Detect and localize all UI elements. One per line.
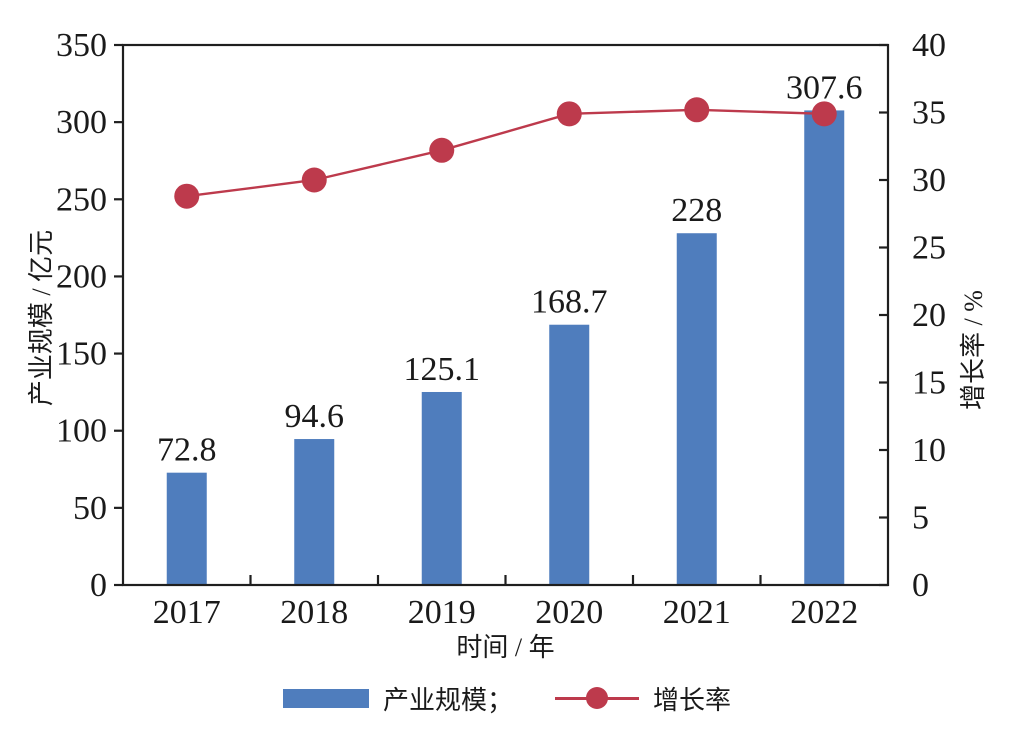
right-axis-tick-label: 15 — [912, 365, 946, 402]
legend-label-industry-scale: 产业规模； — [382, 685, 513, 715]
left-axis-tick-label: 350 — [56, 27, 107, 64]
right-axis-tick-label: 35 — [912, 95, 946, 132]
line-marker-dot-icon — [586, 687, 608, 709]
left-axis-tick-label: 100 — [56, 413, 107, 450]
right-axis-tick-label: 30 — [912, 162, 946, 199]
bar-value-label-2019: 125.1 — [404, 351, 481, 388]
right-axis-tick-label: 20 — [912, 297, 946, 334]
bar-2019 — [421, 391, 462, 585]
marker-2021 — [684, 97, 710, 123]
right-axis-tick-label: 40 — [912, 27, 946, 64]
marker-2018 — [301, 167, 327, 193]
left-axis-tick-label: 150 — [56, 336, 107, 373]
line-series-swatch — [555, 687, 639, 709]
right-axis-tick-label: 10 — [912, 432, 946, 469]
left-axis-tick-label: 200 — [56, 258, 107, 295]
right-axis-tick-label: 0 — [912, 567, 929, 604]
x-axis-tick-label-2020: 2020 — [535, 594, 603, 631]
growth-rate-line — [186, 108, 825, 198]
legend-item-industry-scale: 产业规模； — [282, 680, 513, 717]
marker-2020 — [556, 101, 582, 127]
bar-2017 — [166, 472, 207, 585]
left-axis-tick-label: 250 — [56, 181, 107, 218]
left-axis-tick-label: 0 — [90, 567, 107, 604]
x-axis-title: 时间 / 年 — [456, 633, 555, 662]
right-axis-tick-label: 5 — [912, 500, 929, 537]
marker-2022 — [811, 101, 837, 127]
bar-value-label-2017: 72.8 — [157, 432, 217, 469]
bar-value-label-2018: 94.6 — [285, 398, 345, 435]
left-axis-tick-label: 300 — [56, 104, 107, 141]
left-axis-title: 产业规模 / 亿元 — [27, 229, 56, 407]
bar-value-label-2021: 228 — [671, 192, 722, 229]
legend-label-growth-rate: 增长率 — [653, 685, 732, 715]
x-axis-tick-label-2019: 2019 — [408, 594, 476, 631]
marker-2017 — [174, 183, 200, 209]
right-axis-tick-label: 25 — [912, 230, 946, 267]
plot-frame — [121, 43, 890, 587]
right-axis-title: 增长率 / % — [959, 290, 988, 410]
x-axis-tick-label-2022: 2022 — [790, 594, 858, 631]
x-axis-tick-label-2021: 2021 — [663, 594, 731, 631]
legend-item-growth-rate: 增长率 — [555, 680, 731, 717]
bar-2020 — [549, 324, 590, 585]
bar-value-label-2020: 168.7 — [531, 284, 608, 321]
bar-series-swatch — [282, 688, 369, 708]
bar-2021 — [676, 233, 717, 585]
x-axis-tick-label-2018: 2018 — [280, 594, 348, 631]
bar-2022 — [804, 110, 845, 585]
left-axis-tick-label: 50 — [73, 490, 107, 527]
marker-2019 — [429, 137, 455, 163]
bar-value-label-2022: 307.6 — [786, 69, 863, 106]
bar-2018 — [294, 439, 335, 585]
x-axis-tick-label-2017: 2017 — [153, 594, 221, 631]
chart-legend: 产业规模； 增长率 — [0, 678, 1014, 718]
